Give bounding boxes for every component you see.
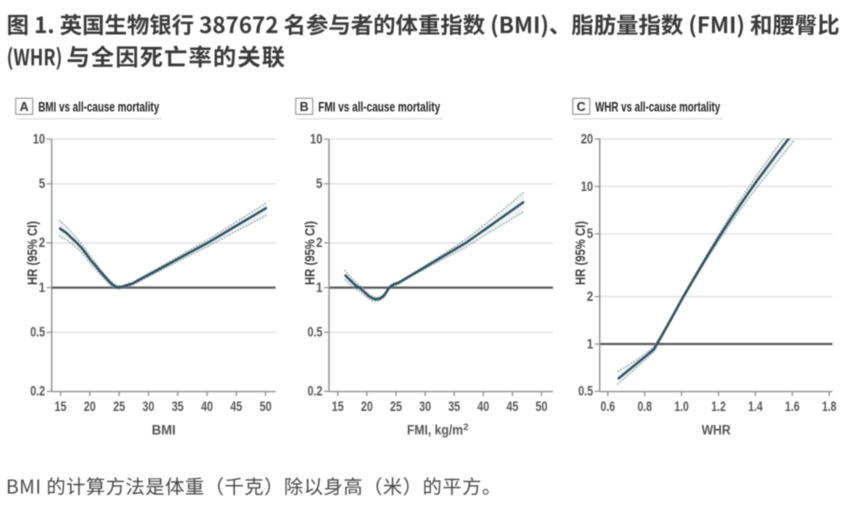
svg-text:0.2: 0.2: [308, 384, 323, 399]
svg-text:1: 1: [39, 280, 46, 295]
svg-text:10: 10: [33, 131, 46, 146]
svg-text:0.2: 0.2: [30, 384, 45, 399]
svg-text:1.2: 1.2: [711, 399, 726, 414]
svg-text:C: C: [577, 100, 586, 114]
svg-text:35: 35: [172, 399, 184, 414]
svg-text:1.0: 1.0: [674, 399, 689, 414]
svg-text:20: 20: [361, 399, 373, 414]
svg-text:HR (95% CI): HR (95% CI): [303, 221, 318, 285]
svg-text:B: B: [300, 100, 309, 114]
svg-text:20: 20: [581, 131, 594, 146]
svg-text:25: 25: [113, 399, 125, 414]
svg-text:15: 15: [332, 399, 344, 414]
svg-text:40: 40: [477, 399, 489, 414]
svg-text:1.6: 1.6: [785, 399, 800, 414]
svg-text:HR (95% CI): HR (95% CI): [25, 221, 40, 285]
svg-text:40: 40: [201, 399, 213, 414]
svg-text:BMI vs all-cause mortality: BMI vs all-cause mortality: [38, 99, 159, 115]
svg-text:45: 45: [230, 399, 242, 414]
svg-text:2: 2: [587, 289, 594, 304]
svg-text:1: 1: [587, 336, 594, 351]
svg-text:35: 35: [448, 399, 460, 414]
svg-text:5: 5: [39, 176, 46, 191]
svg-text:50: 50: [536, 399, 548, 414]
svg-text:1: 1: [316, 280, 323, 295]
svg-text:2: 2: [463, 422, 468, 433]
svg-text:1.4: 1.4: [748, 399, 763, 414]
svg-text:0.5: 0.5: [308, 325, 323, 340]
svg-text:10: 10: [310, 131, 323, 146]
svg-text:30: 30: [142, 399, 154, 414]
svg-text:2: 2: [316, 235, 323, 250]
svg-text:0.6: 0.6: [601, 399, 616, 414]
svg-text:HR (95% CI): HR (95% CI): [573, 221, 588, 285]
svg-text:30: 30: [419, 399, 431, 414]
svg-text:FMI, kg/m: FMI, kg/m: [407, 423, 463, 438]
svg-text:WHR: WHR: [702, 423, 731, 438]
svg-text:10: 10: [581, 179, 594, 194]
svg-text:5: 5: [587, 226, 594, 241]
svg-text:2: 2: [39, 235, 46, 250]
svg-text:15: 15: [55, 399, 67, 414]
svg-text:0.8: 0.8: [637, 399, 652, 414]
svg-text:25: 25: [390, 399, 402, 414]
svg-text:0.5: 0.5: [30, 325, 45, 340]
svg-text:1.8: 1.8: [822, 399, 837, 414]
svg-text:20: 20: [84, 399, 96, 414]
svg-text:45: 45: [506, 399, 518, 414]
svg-text:0.5: 0.5: [578, 384, 593, 399]
svg-text:A: A: [20, 100, 29, 114]
svg-text:WHR vs all-cause mortality: WHR vs all-cause mortality: [595, 99, 720, 115]
svg-text:5: 5: [316, 176, 323, 191]
svg-text:BMI: BMI: [152, 423, 176, 438]
svg-text:50: 50: [260, 399, 272, 414]
svg-text:FMI vs all-cause mortality: FMI vs all-cause mortality: [318, 99, 440, 115]
